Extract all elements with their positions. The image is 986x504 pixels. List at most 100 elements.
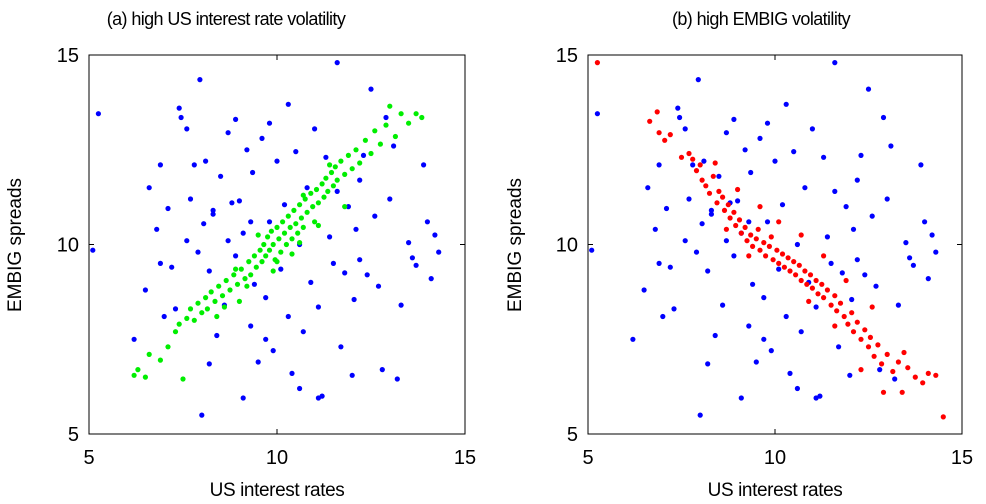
panel-a-ylabel: EMBIG spreads [5,178,26,312]
panel-a-series0-point-77 [206,361,212,367]
panel-a-series0-point-47 [308,279,314,285]
panel-a-series1-point-97 [214,313,220,320]
panel-a-series0-point-87 [225,238,231,244]
panel-a-series0-point-15 [195,249,201,255]
panel-a-series1-point-9 [184,315,190,321]
panel-b-series1-point-57 [834,308,840,314]
panel-a-series0-point-55 [338,344,344,350]
panel-a-series0-point-96 [248,219,254,225]
panel-a-series1-point-73 [353,147,359,153]
panel-b-series0-point-81 [813,395,819,401]
panel-a-series1-point-48 [291,207,297,213]
panel-a-series1-point-29 [253,264,259,270]
panel-b-series0-point-26 [731,253,737,259]
panel-a-series0-point-86 [210,207,216,213]
panel-a-series1-point-41 [278,249,284,255]
panel-a-series0-point-52 [327,234,333,240]
panel-b-series1-point-26 [748,232,754,238]
panel-b-series0-point-80 [794,385,801,392]
panel-a-series1-point-44 [283,241,289,248]
panel-b-series0-point-1 [594,111,601,117]
panel-a-series1-point-61 [319,181,325,187]
panel-a-series0-point-14 [191,162,197,168]
panel-b-series0-point-22 [716,173,722,179]
panel-b-series0-point-53 [828,260,834,266]
panel-b-series1-point-46 [802,268,808,274]
panel-a-series1-point-86 [221,304,227,310]
panel-b-series1-point-58 [837,300,844,306]
panel-a-series0-point-21 [214,332,220,339]
panel-a-series0-point-37 [270,348,276,354]
panel-b-series1-point-91 [723,226,730,232]
panel-a-series0-point-53 [330,260,336,266]
panel-b-series1-point-9 [697,162,703,168]
panel-a-series0-point-54 [334,60,340,66]
panel-b-series0-point-42 [787,370,793,376]
panel-b-series0-point-71 [903,240,909,246]
panel-b-series1-point-6 [686,150,692,157]
panel-b-series1-point-29 [755,226,761,232]
panel-b-series0-point-97 [731,116,737,122]
panel-a-series0-point-97 [233,116,239,122]
panel-a-series1-point-8 [180,376,186,382]
panel-a-series1-point-59 [313,186,320,193]
panel-b-series0-point-73 [918,162,924,168]
panel-a-series1-point-57 [310,204,316,210]
panel-a-series0-point-17 [201,221,207,227]
panel-b-series1-point-18 [725,202,731,208]
panel-b-series1-point-13 [710,173,716,179]
panel-a-series0-point-7 [165,205,171,212]
panel-b-series1-point-67 [867,334,874,340]
panel-a-series1-point-93 [315,222,321,229]
panel-a-ytick-label-2: 15 [57,45,79,67]
panel-b-ytick-label-1: 10 [556,235,578,257]
panel-a-series1-point-21 [227,287,233,293]
panel-a-series0-point-64 [372,213,378,219]
panel-a-series1-point-62 [321,194,327,200]
panel-b-series1-point-7 [690,156,696,162]
panel-b-series1-point-70 [879,361,885,367]
panel-b-series1-point-65 [862,327,868,333]
panel-b-series0-point-67 [880,114,887,121]
panel-a-series1-point-67 [332,164,338,170]
panel-a-series1-point-14 [203,295,209,301]
panel-b: (b) high EMBIG volatility 5 10 15 5 10 15 US … [505,9,973,501]
panel-b-series0-point-43 [791,149,797,155]
panel-a-series0-point-65 [375,283,382,289]
panel-b-series0-point-94 [922,219,928,225]
panel-a-series1-point-20 [223,277,229,284]
panel-a-series1-point-39 [274,224,280,230]
panel-a-series0-point-82 [199,412,205,418]
panel-b-series0-point-61 [854,257,860,263]
panel-a-series0-point-91 [364,272,370,278]
panel-b-series1-point-33 [766,243,773,249]
panel-b-series1-point-55 [828,302,834,308]
panel-b-series1-point-90 [746,253,752,259]
panel-a-series1-point-19 [219,293,226,299]
panel-b-series1-point-30 [757,247,763,253]
panel-a-series0-point-42 [289,370,295,376]
panel-b-series0-point-39 [776,266,782,272]
panel-b-series0-point-34 [757,135,763,141]
panel-a-series1-point-26 [246,259,252,265]
panel-b-series1-point-64 [858,336,864,342]
panel-b-series1-point-41 [787,268,793,274]
panel-b-series0-point-55 [836,344,842,350]
panel-a-series1-point-0 [131,372,137,378]
panel-b-series0-point-14 [690,162,696,168]
panel-b-series0-point-51 [821,154,827,160]
panel-b-series1-point-95 [899,389,905,395]
panel-b-series0-point-84 [656,162,662,168]
panel-a-series1-point-66 [330,183,336,189]
panel-a-series0-point-34 [259,135,265,141]
panel-b-series0-point-0 [589,247,595,253]
panel-a-series0-point-9 [172,306,179,312]
panel-b-series0-point-33 [753,359,759,365]
panel-b-series1-point-2 [654,109,660,115]
panel-b-series1-point-52 [819,281,825,287]
panel-a-series0-point-51 [323,154,329,160]
panel-a-series1-point-77 [372,128,378,134]
panel-a-ytick-label-1: 10 [57,235,79,257]
panel-b-xlabel: US interest rates [708,480,843,501]
panel-a-series1-point-92 [300,192,306,198]
